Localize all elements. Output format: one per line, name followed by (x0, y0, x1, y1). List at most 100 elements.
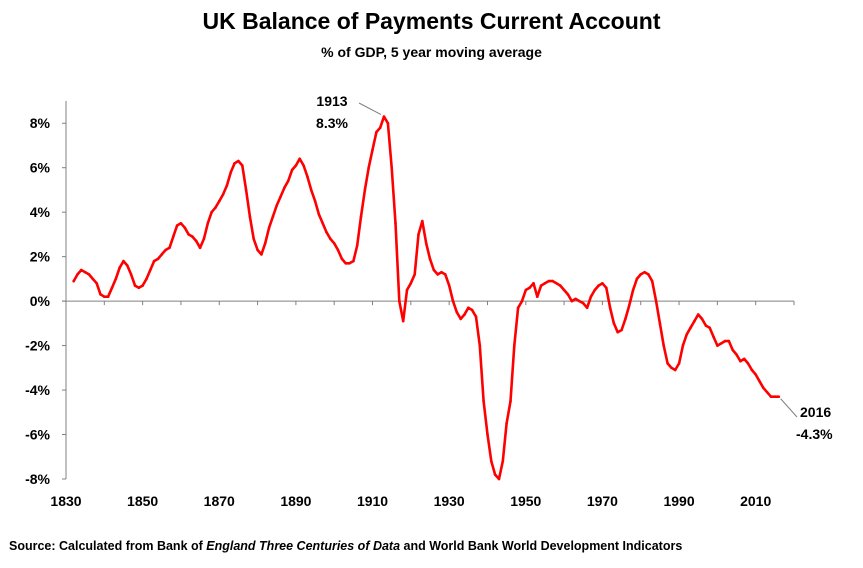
annotation-leader-1913 (358, 102, 382, 116)
data-point (447, 284, 451, 287)
data-point (689, 326, 692, 330)
data-point (371, 148, 374, 152)
data-point (451, 299, 455, 303)
data-point (716, 344, 719, 347)
line-chart: -8% -6% -4% -2% 0% 2% 4% 6% 8% 1830 1850 1870 1890 19… (25, 93, 833, 509)
data-point (677, 362, 681, 365)
data-point (214, 206, 217, 209)
data-point (91, 277, 95, 281)
data-point (559, 284, 562, 287)
data-point (375, 130, 378, 134)
data-point (612, 322, 616, 325)
data-point (202, 237, 206, 241)
data-point (106, 295, 110, 299)
data-point (382, 115, 386, 118)
data-point (152, 259, 156, 263)
data-point (762, 386, 765, 390)
data-point (547, 279, 551, 283)
x-tick-label: 1910 (357, 493, 388, 509)
data-point (570, 299, 574, 303)
data-point (551, 279, 554, 283)
data-point (286, 179, 290, 183)
y-tick-label: 8% (30, 115, 51, 131)
x-tick-label: 1850 (127, 493, 158, 509)
source-note: Source: Calculated from Bank of England … (9, 539, 682, 553)
data-point (505, 422, 508, 425)
data-point (279, 195, 282, 198)
data-point (329, 237, 332, 241)
data-point (601, 282, 604, 285)
data-point (647, 273, 650, 276)
data-point (168, 246, 171, 250)
data-point (490, 459, 493, 463)
data-point (110, 286, 114, 290)
data-point (620, 328, 623, 332)
data-point (673, 368, 677, 372)
data-point (149, 268, 152, 272)
data-point (467, 306, 470, 310)
data-point (344, 262, 348, 265)
x-tick-label: 1870 (204, 493, 235, 509)
data-point (777, 395, 780, 399)
y-tick-label: 0% (30, 293, 51, 309)
data-point (543, 282, 547, 285)
data-point (758, 379, 761, 383)
data-point (765, 391, 769, 394)
data-point (80, 268, 83, 272)
x-tick-label: 1950 (510, 493, 541, 509)
data-point (486, 433, 489, 436)
data-point (183, 226, 187, 229)
data-point (137, 286, 141, 290)
data-point (179, 222, 183, 225)
data-point (187, 233, 190, 236)
data-point (133, 284, 137, 287)
chart-series (72, 115, 780, 481)
data-point (696, 313, 700, 316)
data-point (643, 270, 646, 274)
data-point (773, 395, 777, 399)
x-tick-label: 2010 (740, 493, 771, 509)
data-point (470, 308, 474, 312)
chart-annotations: 1913 8.3% 2016 -4.3% (316, 93, 833, 442)
data-point (95, 282, 98, 285)
data-point (597, 284, 600, 287)
data-point (405, 288, 409, 292)
annotation-leader-2016 (780, 398, 798, 418)
data-point (582, 302, 585, 305)
data-point (275, 204, 279, 207)
x-tick-label: 1830 (50, 493, 81, 509)
y-tick-label: 6% (30, 160, 51, 176)
data-point (444, 273, 447, 276)
data-point (754, 373, 757, 376)
data-point (436, 273, 440, 276)
data-point (352, 259, 355, 263)
data-point (650, 279, 654, 283)
data-point (325, 230, 328, 234)
data-point (225, 184, 229, 187)
data-point (221, 193, 225, 196)
source-text-3: World Bank World Development Indicators (429, 539, 683, 553)
x-tick-label: 1970 (587, 493, 618, 509)
data-point (156, 257, 160, 261)
data-point (585, 306, 589, 310)
data-point (363, 188, 367, 192)
data-point (210, 210, 213, 214)
data-point (685, 333, 688, 336)
data-point (313, 199, 317, 203)
data-point (283, 186, 286, 189)
data-point (719, 342, 723, 345)
x-tick-label: 1930 (434, 493, 465, 509)
data-point (742, 357, 746, 361)
data-point (302, 164, 305, 167)
data-point (390, 166, 394, 169)
data-point (114, 277, 118, 281)
data-point (386, 121, 390, 125)
data-point (493, 473, 497, 476)
data-point (103, 295, 106, 299)
data-point (524, 288, 528, 292)
data-point (421, 219, 424, 223)
data-point (87, 273, 91, 276)
data-point (378, 126, 382, 129)
data-point (735, 353, 738, 356)
data-point (260, 253, 263, 256)
